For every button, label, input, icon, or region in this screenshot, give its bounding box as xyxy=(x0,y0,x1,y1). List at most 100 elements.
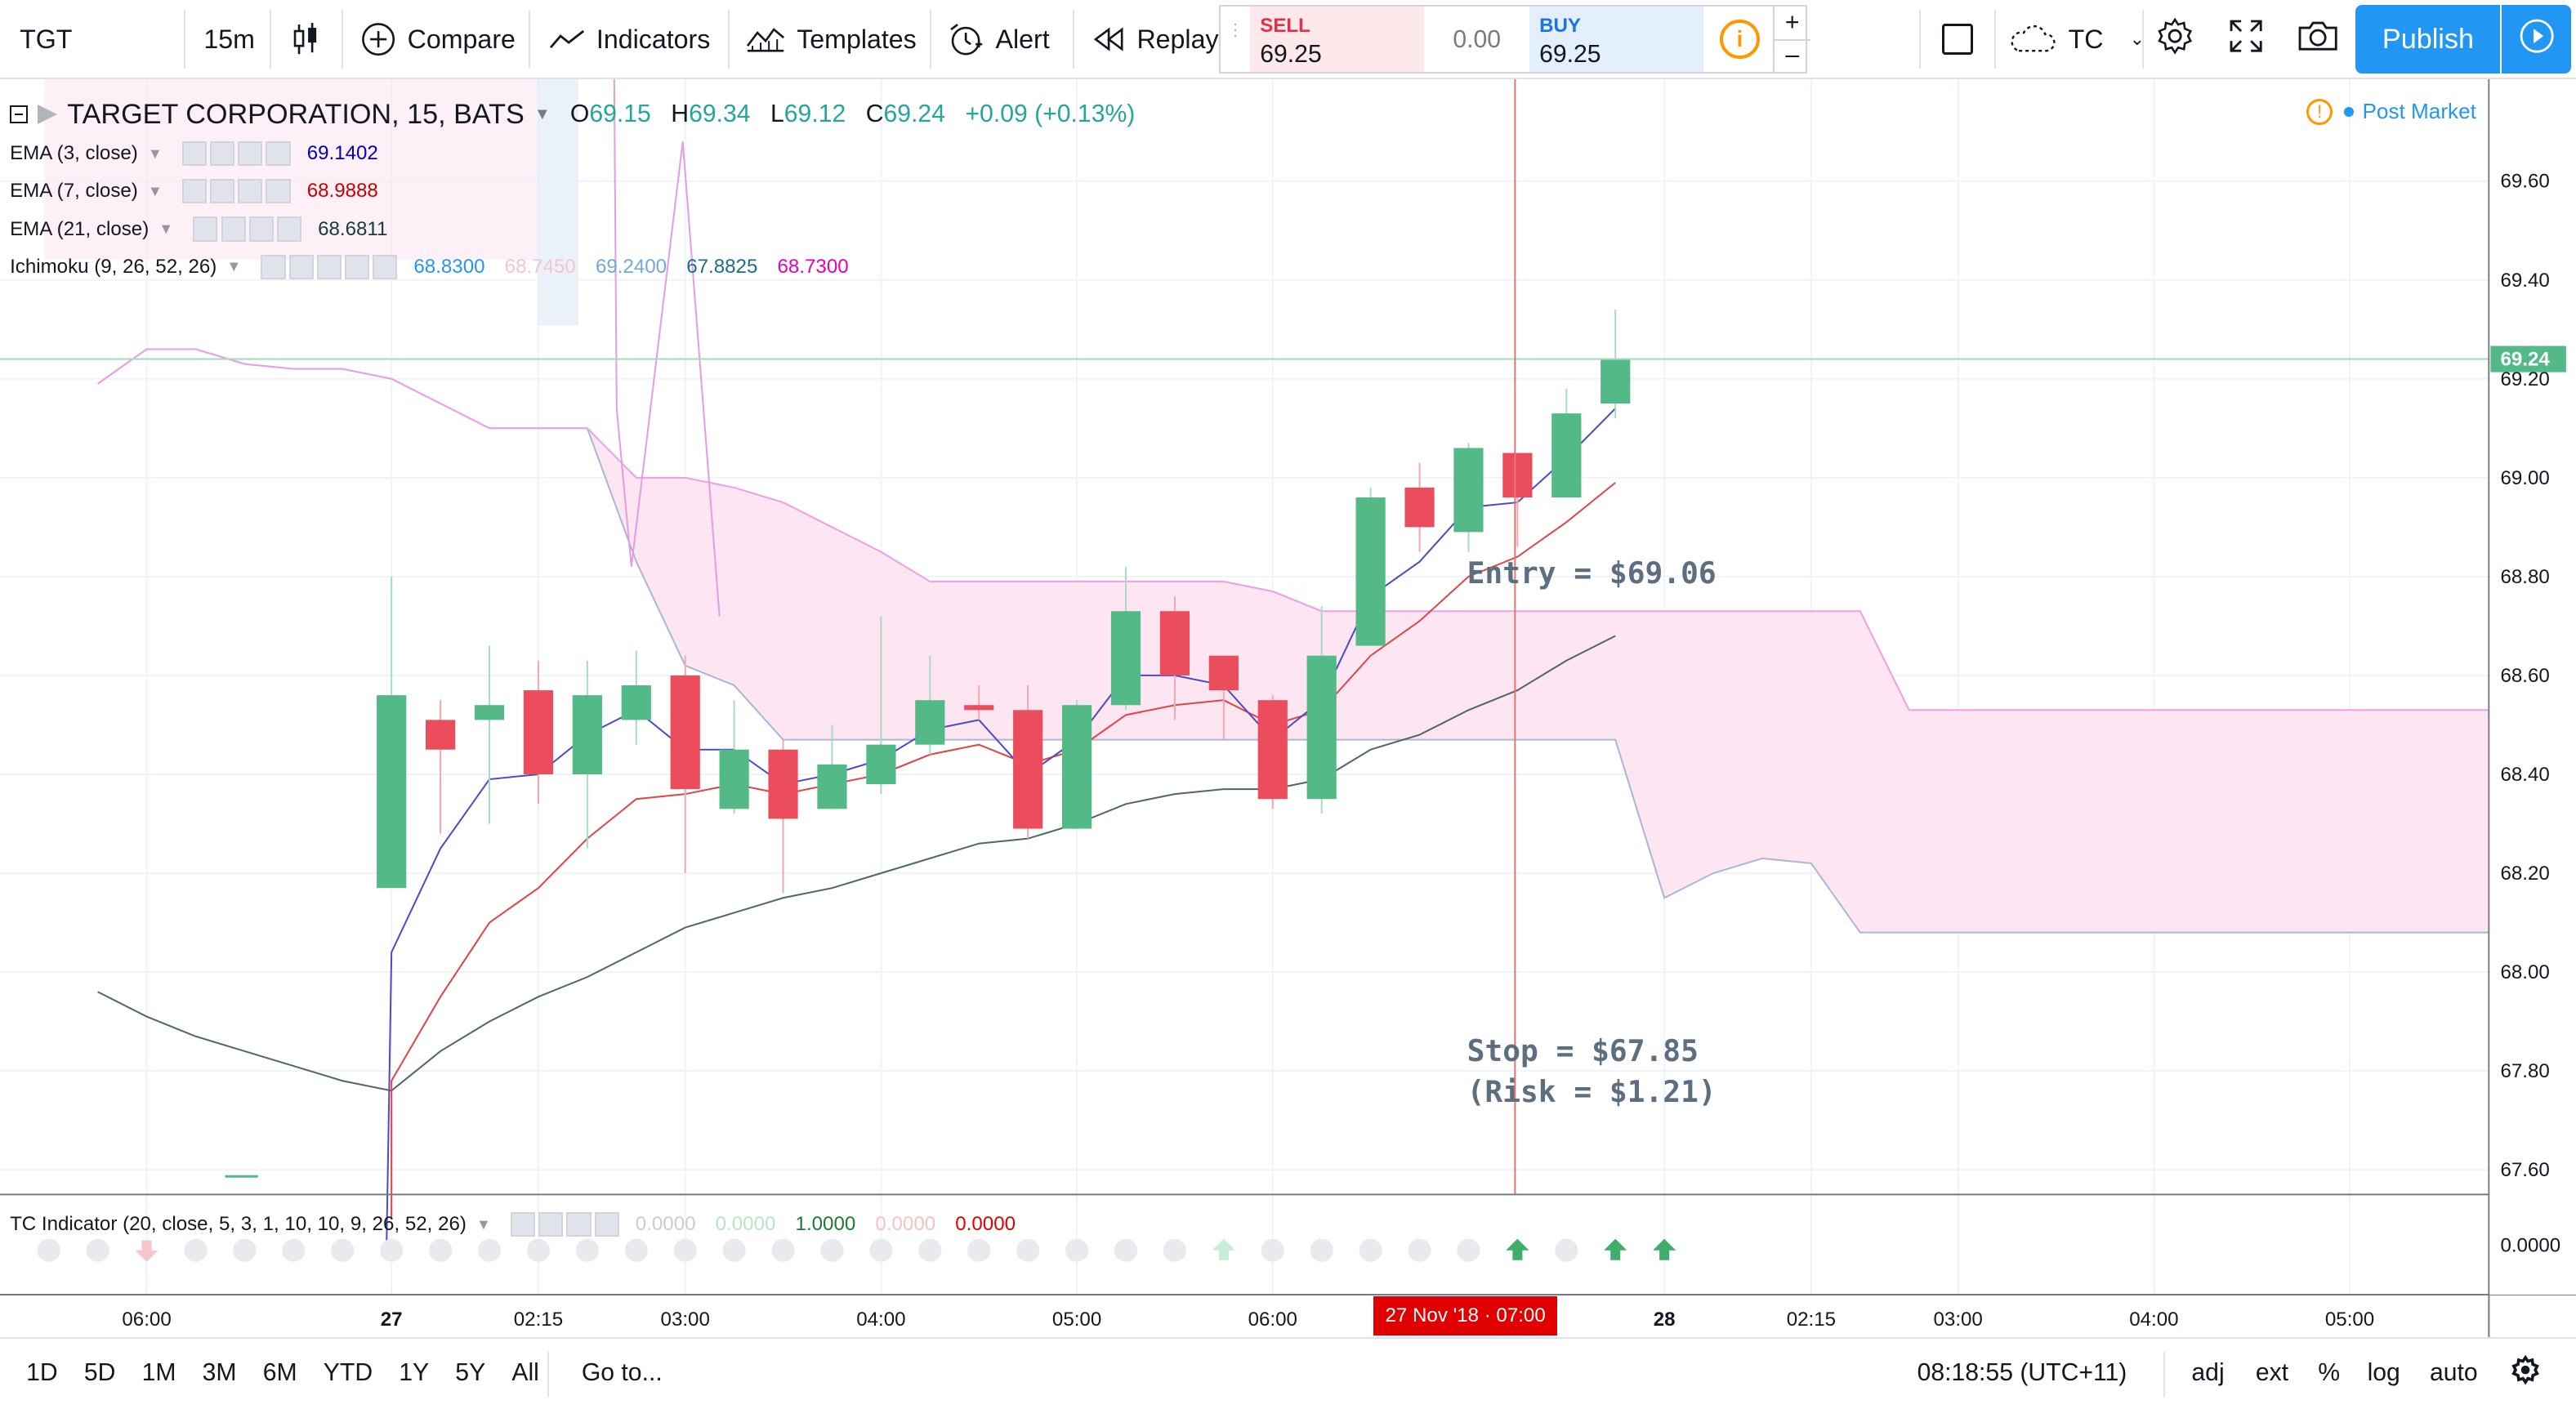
warning-icon[interactable]: ! xyxy=(2306,98,2333,125)
candle-up[interactable] xyxy=(621,684,651,720)
candle-up[interactable] xyxy=(474,704,505,720)
eye-icon[interactable] xyxy=(181,179,208,204)
indicators-button[interactable]: Indicators xyxy=(549,0,710,79)
stop-annotation[interactable]: Stop = $67.85 xyxy=(1467,1032,1699,1068)
study-name[interactable]: Ichimoku (9, 26, 52, 26) xyxy=(10,255,217,278)
close-icon[interactable] xyxy=(373,254,398,279)
price-chart[interactable]: 69.6069.4069.2069.0068.8068.6068.4068.20… xyxy=(0,78,2576,1337)
candle-down[interactable] xyxy=(1013,709,1043,829)
percent-toggle[interactable]: % xyxy=(2318,1339,2340,1407)
chevron-down-icon[interactable]: ▼ xyxy=(475,1215,491,1233)
publish-play-button[interactable] xyxy=(2502,5,2571,74)
candle-up[interactable] xyxy=(866,744,896,784)
candle-up[interactable] xyxy=(1601,359,1631,404)
chart-settings-button[interactable] xyxy=(2511,1339,2540,1407)
candle-up[interactable] xyxy=(719,749,749,809)
snapshot-button[interactable] xyxy=(2297,0,2339,79)
adj-toggle[interactable]: adj xyxy=(2191,1339,2224,1407)
clock-display[interactable]: 08:18:55 (UTC+11) xyxy=(1917,1339,2127,1407)
drag-handle[interactable]: ⋮⋮ xyxy=(1227,21,1261,40)
candle-up[interactable] xyxy=(1306,655,1337,799)
chevron-down-icon[interactable]: ▼ xyxy=(534,105,551,123)
eye-icon[interactable] xyxy=(511,1211,536,1237)
qty-minus-button[interactable]: – xyxy=(1772,39,1810,74)
close-icon[interactable] xyxy=(594,1211,619,1237)
candle-up[interactable] xyxy=(915,699,945,745)
close-icon[interactable] xyxy=(266,140,291,167)
entry-annotation[interactable]: Entry = $69.06 xyxy=(1467,555,1717,591)
eye-icon[interactable] xyxy=(181,140,208,167)
compare-button[interactable]: Compare xyxy=(361,0,516,79)
range-button-ytd[interactable]: YTD xyxy=(323,1359,373,1386)
symbol-title[interactable]: TARGET CORPORATION, 15, BATS xyxy=(67,98,525,130)
plus-icon[interactable] xyxy=(248,216,274,242)
symbol-search-button[interactable]: TGT xyxy=(20,0,72,79)
candle-up[interactable] xyxy=(1453,448,1484,532)
chart-style-button[interactable] xyxy=(291,0,332,79)
eye-icon[interactable] xyxy=(261,254,286,279)
range-button-all[interactable]: All xyxy=(511,1359,539,1386)
gear-icon[interactable] xyxy=(210,179,235,204)
chevron-down-icon[interactable]: ▼ xyxy=(226,258,242,275)
source-code-icon[interactable] xyxy=(316,254,342,279)
candle-up[interactable] xyxy=(817,764,847,809)
chevron-down-icon[interactable]: ▼ xyxy=(147,145,163,162)
candle-up[interactable] xyxy=(572,694,602,774)
alert-button[interactable]: Alert xyxy=(948,0,1050,79)
candle-down[interactable] xyxy=(1404,487,1435,527)
interval-button[interactable]: 15m xyxy=(203,0,255,79)
candle-up[interactable] xyxy=(1061,704,1092,829)
log-toggle[interactable]: log xyxy=(2368,1339,2400,1407)
risk-annotation[interactable]: (Risk = $1.21) xyxy=(1467,1074,1717,1110)
price-axis[interactable] xyxy=(2489,78,2576,1295)
range-button-1y[interactable]: 1Y xyxy=(399,1359,430,1386)
gear-icon[interactable] xyxy=(221,216,246,242)
candle-down[interactable] xyxy=(523,689,554,774)
study-name[interactable]: EMA (7, close) xyxy=(10,180,138,203)
candle-down[interactable] xyxy=(768,749,798,818)
gear-icon[interactable] xyxy=(288,254,314,279)
range-button-5y[interactable]: 5Y xyxy=(455,1359,486,1386)
replay-button[interactable]: Replay xyxy=(1092,0,1219,79)
candle-down[interactable] xyxy=(1159,610,1190,676)
publish-button[interactable]: Publish xyxy=(2355,5,2501,74)
collapse-legend-icon[interactable] xyxy=(10,105,29,124)
candle-down[interactable] xyxy=(670,675,700,789)
fullscreen-button[interactable] xyxy=(2228,0,2264,79)
candle-up[interactable] xyxy=(1355,497,1386,646)
candle-down[interactable] xyxy=(1502,453,1533,497)
close-icon[interactable] xyxy=(266,179,291,204)
info-icon[interactable]: i xyxy=(1720,20,1760,60)
settings-button[interactable] xyxy=(2155,0,2194,79)
range-button-5d[interactable]: 5D xyxy=(83,1359,116,1386)
candle-down[interactable] xyxy=(964,704,994,710)
range-button-1m[interactable]: 1M xyxy=(141,1359,176,1386)
candle-up[interactable] xyxy=(1110,610,1141,705)
gear-icon[interactable] xyxy=(210,140,235,167)
goto-button[interactable]: Go to... xyxy=(582,1339,663,1407)
layout-menu-button[interactable]: TC ⌄ xyxy=(2007,0,2145,79)
plus-icon[interactable] xyxy=(238,179,263,204)
sell-button[interactable]: SELL 69.25 xyxy=(1250,7,1425,73)
chevron-down-icon[interactable]: ▼ xyxy=(147,182,163,199)
plus-icon[interactable] xyxy=(238,140,263,167)
candle-up[interactable] xyxy=(377,694,407,888)
candle-up[interactable] xyxy=(1551,412,1582,497)
range-button-1d[interactable]: 1D xyxy=(26,1359,58,1386)
source-code-icon[interactable] xyxy=(566,1211,592,1237)
gear-icon[interactable] xyxy=(538,1211,564,1237)
range-button-3m[interactable]: 3M xyxy=(202,1359,237,1386)
ext-toggle[interactable]: ext xyxy=(2256,1339,2288,1407)
buy-button[interactable]: BUY 69.25 xyxy=(1529,7,1704,73)
range-button-6m[interactable]: 6M xyxy=(262,1359,297,1386)
close-icon[interactable] xyxy=(276,216,301,242)
candle-down[interactable] xyxy=(425,719,456,750)
plus-icon[interactable] xyxy=(344,254,370,279)
tc-indicator-name[interactable]: TC Indicator (20, close, 5, 3, 1, 10, 10… xyxy=(10,1213,467,1236)
fullscreen-layout-button[interactable] xyxy=(1941,0,1973,79)
qty-plus-button[interactable]: + xyxy=(1772,7,1810,40)
auto-toggle[interactable]: auto xyxy=(2430,1339,2478,1407)
templates-button[interactable]: Templates xyxy=(746,0,917,79)
candle-down[interactable] xyxy=(1257,699,1288,799)
study-name[interactable]: EMA (21, close) xyxy=(10,217,150,240)
